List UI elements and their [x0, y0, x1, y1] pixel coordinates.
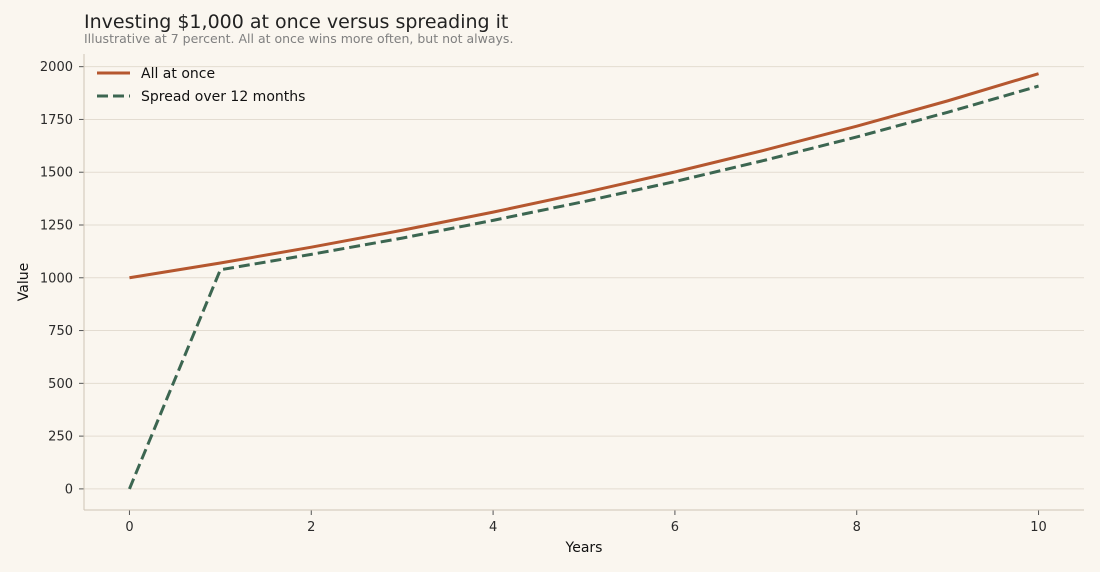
y-tick-label: 0 [65, 482, 73, 497]
y-tick-label: 1250 [40, 219, 73, 234]
series-line-1 [129, 72, 1039, 280]
y-tick-label: 1750 [40, 113, 73, 128]
chart-title: Investing $1,000 at once versus spreadin… [84, 11, 509, 33]
x-tick-label: 2 [307, 520, 315, 535]
x-tick-label: 0 [125, 520, 133, 535]
x-axis-label: Years [565, 540, 603, 556]
y-tick-label: 1500 [40, 166, 73, 181]
y-axis-label: Value [16, 263, 32, 301]
y-tick-label: 750 [48, 324, 73, 339]
y-tick-label: 2000 [40, 60, 73, 75]
y-tick-label: 1000 [40, 271, 73, 286]
y-tick-label: 250 [48, 430, 73, 445]
x-tick-label: 4 [489, 520, 497, 535]
legend: All at once Spread over 12 months [97, 66, 305, 105]
chart-subtitle: Illustrative at 7 percent. All at once w… [84, 31, 514, 46]
legend-label-1: All at once [141, 66, 215, 82]
x-tick-label: 6 [671, 520, 679, 535]
series-layer [128, 72, 1039, 490]
legend-label-2: Spread over 12 months [141, 89, 305, 105]
x-tick-label: 10 [1030, 520, 1047, 535]
grid-layer [84, 66, 1084, 490]
x-tick-label: 8 [853, 520, 861, 535]
series-line-2 [128, 84, 1039, 490]
y-tick-label: 500 [48, 377, 73, 392]
axes-layer: 0 250 500 750 1000 1250 1500 1750 2000 0 2 4 6 8 10 [40, 54, 1084, 535]
